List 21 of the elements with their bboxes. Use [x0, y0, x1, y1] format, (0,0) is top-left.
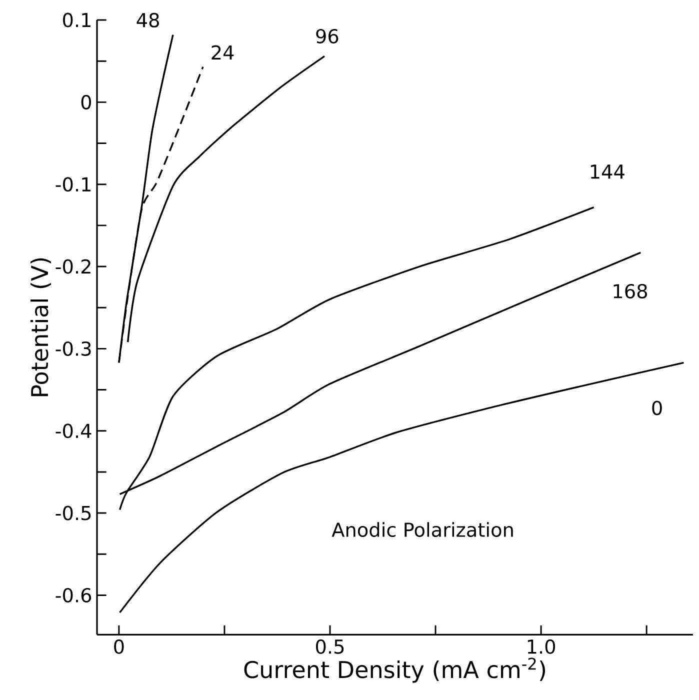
y-tick-label: -0.6: [56, 588, 92, 602]
series-label: 0: [652, 400, 662, 416]
series-label: 144: [590, 164, 624, 179]
series-label: 48: [136, 12, 159, 28]
series-label: 168: [614, 284, 647, 298]
y-tick-label: -0.1: [56, 177, 91, 192]
series-label: 96: [316, 28, 338, 44]
annotation: Anodic Polarization: [332, 522, 513, 537]
line-series: [118, 362, 685, 614]
y-tick-label: -0.4: [56, 424, 92, 438]
x-tick-label: 0.5: [316, 639, 344, 654]
y-tick-label: -0.2: [56, 259, 90, 274]
y-tick-label: 0.1: [63, 12, 91, 28]
y-axis-title: Potential (V): [30, 258, 51, 396]
y-tick-label: 0: [81, 94, 92, 110]
y-tick-label: -0.5: [56, 506, 91, 520]
x-tick-label: 0: [114, 639, 124, 654]
x-axis-title: Current Density (mA cm$^{-2}$): [244, 658, 546, 683]
x-tick-label: 1.0: [528, 639, 556, 654]
y-tick-label: -0.3: [56, 341, 91, 356]
series-label: 24: [212, 45, 234, 60]
